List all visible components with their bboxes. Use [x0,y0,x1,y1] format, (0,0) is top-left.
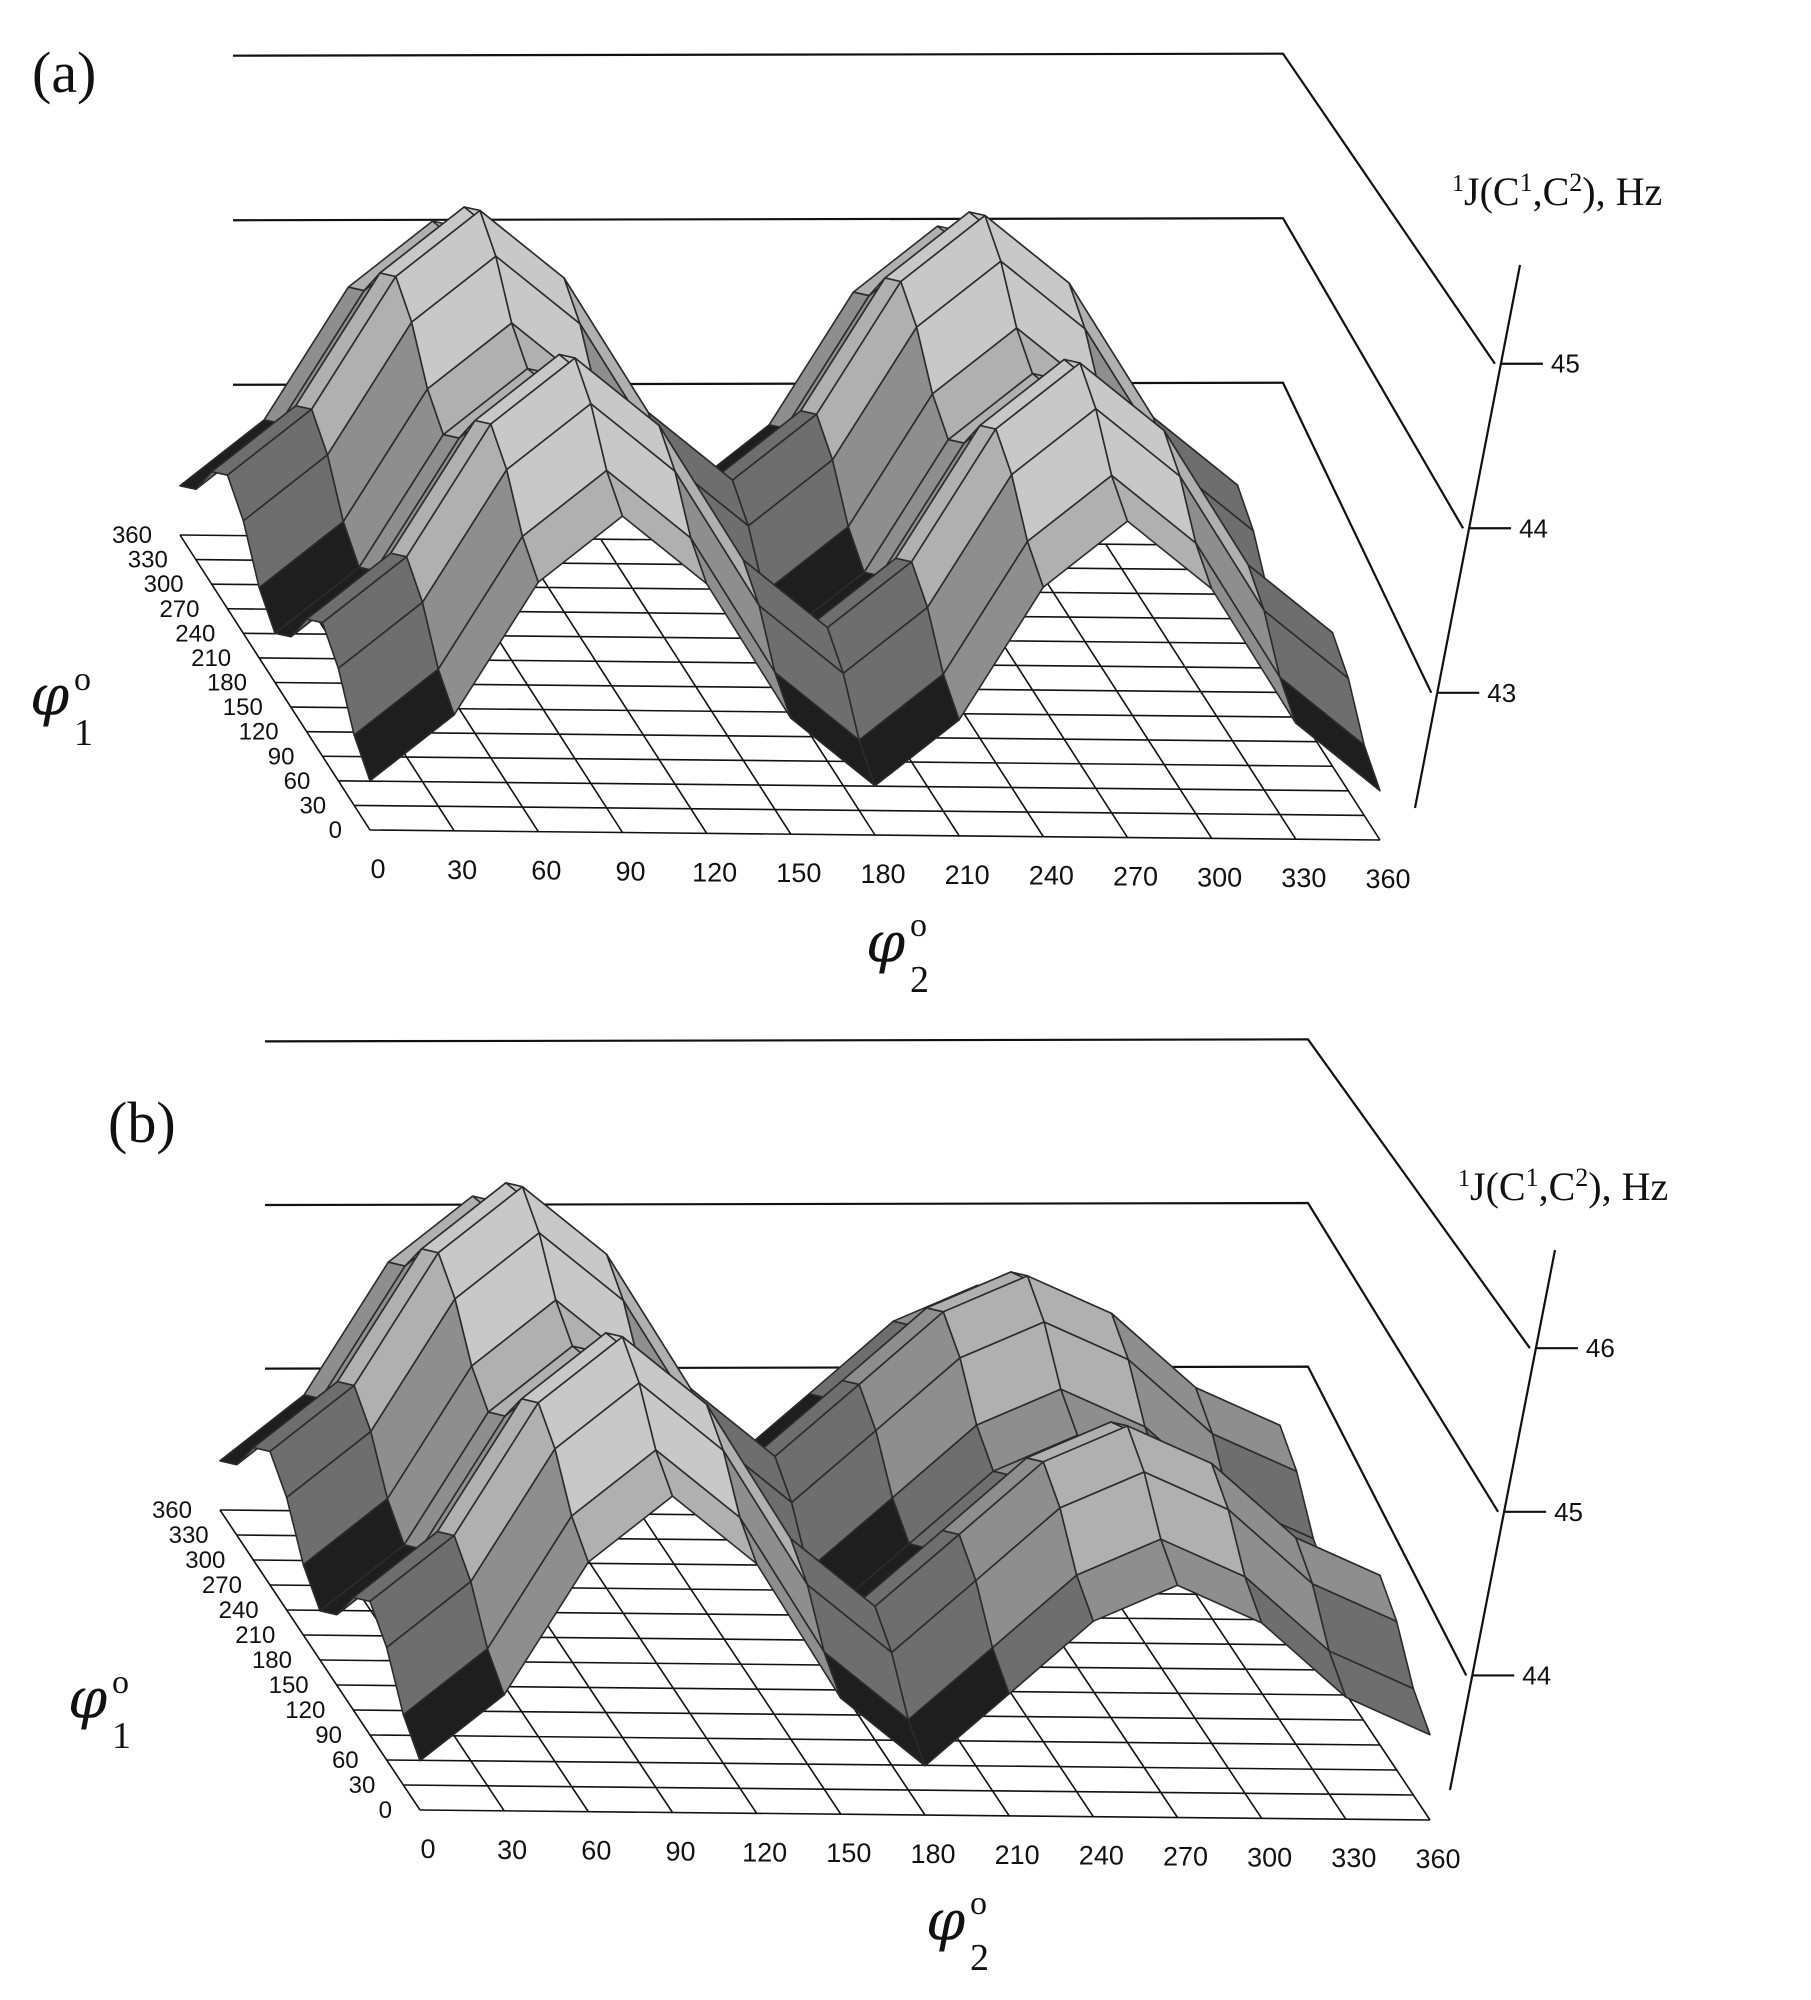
a-z-tick-label: 45 [1551,349,1580,379]
b-y-tick-label: 120 [285,1697,325,1724]
b-y-tick-label: 30 [349,1772,376,1799]
b-y-tick-label: 180 [252,1647,292,1674]
svg-text:1: 1 [74,712,93,754]
b-y-tick-label: 270 [202,1572,242,1599]
a-z-tick-label: 43 [1487,678,1516,708]
a-x-tick-label: 360 [1365,864,1410,894]
svg-text:1: 1 [112,1715,131,1757]
a-surface [179,206,1381,792]
svg-text:o: o [112,1664,129,1701]
b-z-reference-line [264,1038,1531,1349]
a-x-tick-label: 240 [1029,861,1074,891]
svg-text:2: 2 [970,1937,989,1979]
b-z-tick-label: 44 [1522,1660,1551,1690]
a-y-tick-label: 270 [159,596,199,623]
b-y-tick-label: 300 [185,1547,225,1574]
b-y-tick-label: 90 [315,1722,342,1749]
b-z-axis-line [1448,1249,1557,1791]
a-y-tick-label: 360 [112,522,152,549]
b-y-tick-label: 330 [169,1522,209,1549]
svg-text:φ: φ [866,911,905,976]
svg-text:φ: φ [30,664,69,729]
b-x-tick-label: 30 [497,1835,527,1865]
a-x-tick-label: 270 [1113,862,1158,892]
b-x-tick-label: 330 [1331,1843,1376,1873]
a-x-tick-label: 330 [1281,863,1326,893]
b-z-tick-label: 45 [1554,1497,1583,1527]
a-floor-line-x [1105,543,1297,840]
a-y-tick-label: 330 [128,547,168,574]
b-y-tick-label: 360 [152,1497,192,1524]
a-x-tick-label: 120 [692,857,737,887]
b-y-tick-label: 150 [269,1672,309,1699]
b-x-tick-label: 150 [826,1838,871,1868]
b-surface [219,1182,1431,1767]
svg-text:φ: φ [68,1667,107,1732]
svg-text:o: o [74,661,91,698]
a-x-tick-label: 300 [1197,862,1242,892]
b-surface-facet [1328,1650,1431,1736]
b-x-tick-label: 180 [910,1839,955,1869]
b-z-axis-label: 1J(C1,C2), Hz [1458,1163,1668,1209]
b-x-tick-labels: 0 30 60 90 120 150 180 210 240 270 300 330 360 [420,1834,1460,1874]
a-z-axis-label: 1J(C1,C2), Hz [1452,168,1662,214]
a-y-tick-label: 0 [329,817,342,844]
a-x-tick-label: 0 [370,854,385,884]
a-y-axis-label: φ 1 o [30,661,93,754]
a-y-tick-label: 60 [284,768,311,795]
a-z-reference-line [232,52,1496,365]
a-y-tick-label: 300 [144,571,184,598]
a-z-axis: 43 44 45 [1413,264,1580,809]
a-y-tick-label: 210 [191,645,231,672]
a-y-tick-label: 180 [207,670,247,697]
svg-text:o: o [970,1885,987,1922]
b-x-axis-label: φ 2 o [926,1885,989,1979]
a-y-tick-label: 30 [299,792,326,819]
b-x-tick-label: 300 [1247,1842,1292,1872]
b-z-tick-label: 46 [1586,1333,1615,1363]
b-x-tick-label: 0 [420,1834,435,1864]
svg-text:o: o [910,907,927,944]
b-x-tick-label: 210 [995,1840,1040,1870]
a-surface-facet [1279,676,1381,792]
a-y-tick-label: 120 [239,719,279,746]
b-y-tick-label: 240 [219,1597,259,1624]
b-y-axis-label: φ 1 o [68,1664,131,1757]
b-y-tick-label: 60 [332,1747,359,1774]
b-x-tick-label: 360 [1415,1844,1460,1874]
a-x-tick-label: 90 [615,857,645,887]
b-x-tick-label: 120 [742,1837,787,1867]
a-x-tick-label: 60 [531,856,561,886]
svg-text:2: 2 [910,959,929,1001]
b-x-tick-label: 60 [581,1836,611,1866]
a-z-tick-label: 44 [1519,513,1548,543]
a-z-reference-line [232,217,1465,529]
a-z-axis-line [1413,264,1522,809]
a-x-axis-label: φ 2 o [866,907,929,1001]
b-z-axis: 44 45 46 [1448,1249,1615,1791]
panel-a-letter: (a) [32,40,96,105]
a-x-tick-labels: 0 30 60 90 120 150 180 210 240 270 300 330 360 [370,854,1410,894]
b-z-reference-line [264,1201,1500,1513]
a-x-tick-label: 150 [776,858,821,888]
a-y-tick-label: 150 [223,694,263,721]
a-x-tick-label: 180 [860,859,905,889]
svg-text:φ: φ [926,1889,965,1954]
a-y-tick-label: 240 [175,620,215,647]
a-x-tick-label: 210 [945,860,990,890]
a-x-tick-label: 30 [447,855,477,885]
b-x-tick-label: 240 [1079,1841,1124,1871]
panel-b-letter: (b) [108,1090,176,1155]
b-x-tick-label: 90 [665,1837,695,1867]
b-y-tick-label: 210 [235,1622,275,1649]
b-y-tick-label: 0 [379,1797,392,1824]
b-x-tick-label: 270 [1163,1842,1208,1872]
a-y-tick-label: 90 [268,743,295,770]
